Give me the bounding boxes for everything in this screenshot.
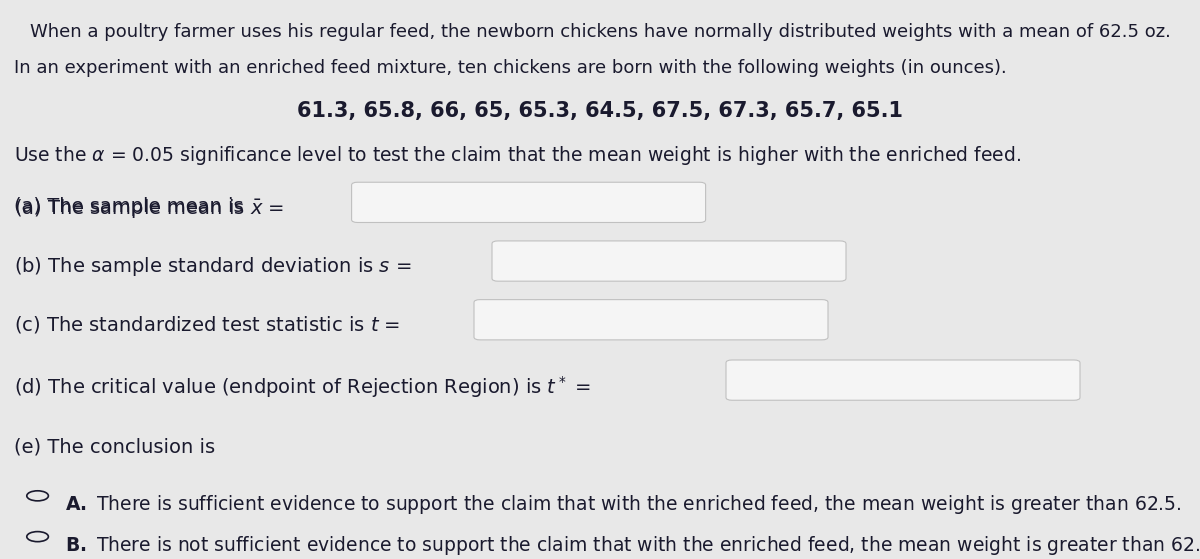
Text: Use the $\alpha$ = 0.05 significance level to test the claim that the mean weigh: Use the $\alpha$ = 0.05 significance lev… [14, 144, 1021, 167]
Text: (a) The sample mean is: (a) The sample mean is [14, 197, 251, 216]
Text: (d) The critical value (endpoint of Rejection Region) is $t^*$ =: (d) The critical value (endpoint of Reje… [14, 375, 592, 400]
Text: (a) The sample mean is $\bar{x}$ =: (a) The sample mean is $\bar{x}$ = [14, 197, 284, 220]
Text: (c) The standardized test statistic is $t$ =: (c) The standardized test statistic is $… [14, 314, 401, 335]
Text: In an experiment with an enriched feed mixture, ten chickens are born with the f: In an experiment with an enriched feed m… [14, 59, 1007, 77]
FancyBboxPatch shape [474, 300, 828, 340]
FancyBboxPatch shape [492, 241, 846, 281]
Text: $\mathbf{A.}$ There is sufficient evidence to support the claim that with the en: $\mathbf{A.}$ There is sufficient eviden… [66, 493, 1182, 516]
Text: 61.3, 65.8, 66, 65, 65.3, 64.5, 67.5, 67.3, 65.7, 65.1: 61.3, 65.8, 66, 65, 65.3, 64.5, 67.5, 67… [298, 101, 904, 121]
Text: (e) The conclusion is: (e) The conclusion is [14, 437, 216, 456]
Text: $\mathbf{B.}$ There is not sufficient evidence to support the claim that with th: $\mathbf{B.}$ There is not sufficient ev… [66, 534, 1200, 557]
Text: (b) The sample standard deviation is $s$ =: (b) The sample standard deviation is $s$… [14, 255, 412, 278]
FancyBboxPatch shape [352, 182, 706, 222]
FancyBboxPatch shape [726, 360, 1080, 400]
Text: When a poultry farmer uses his regular feed, the newborn chickens have normally : When a poultry farmer uses his regular f… [30, 23, 1170, 41]
